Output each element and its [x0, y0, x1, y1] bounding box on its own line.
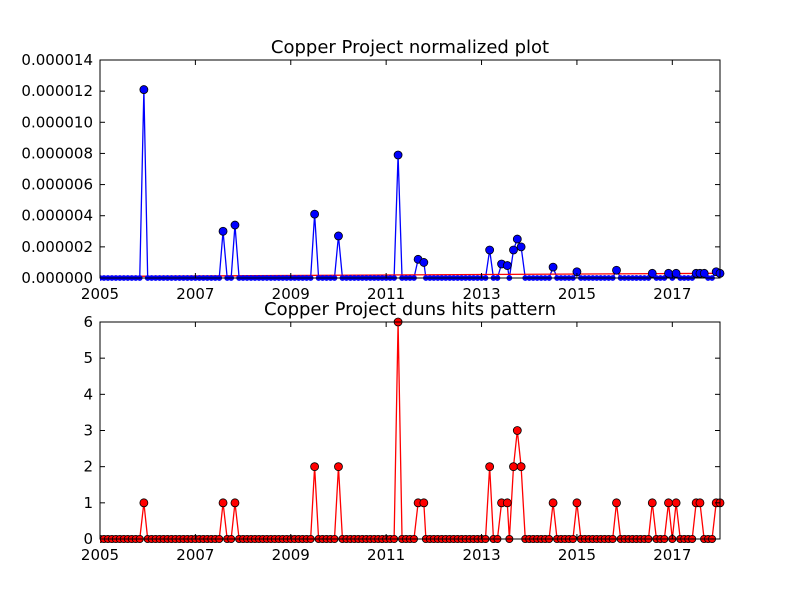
x-tick-label: 2007 — [176, 546, 214, 564]
y-tick-label: 4 — [83, 385, 93, 403]
data-point — [647, 268, 657, 278]
axes-frame — [99, 59, 721, 279]
data-point — [612, 498, 621, 508]
chart-title-normalized: Copper Project normalized plot — [271, 37, 549, 58]
duns-hits-plot-panel: 2005 2007 2009 2011 2013 2015 2017 0 1 2 3 4 5 6 — [81, 313, 725, 564]
x-tick-label: 2005 — [81, 546, 119, 564]
data-point — [512, 426, 522, 435]
y-tick-label: 3 — [83, 422, 93, 440]
data-point — [572, 498, 582, 508]
data-point — [393, 150, 403, 160]
data-point — [516, 462, 526, 472]
data-point — [509, 462, 518, 472]
data-point — [548, 498, 558, 508]
data-point — [548, 262, 558, 272]
y-tick-label: 5 — [83, 349, 93, 367]
data-point — [139, 85, 149, 94]
data-point — [699, 268, 709, 278]
data-point — [334, 231, 343, 241]
x-tick-label: 2005 — [81, 285, 119, 303]
data-point — [230, 220, 240, 230]
x-tick-label: 2009 — [272, 546, 310, 564]
data-point — [218, 498, 228, 508]
data-point — [485, 462, 495, 472]
x-tick-label: 2015 — [558, 546, 596, 564]
data-point — [502, 498, 512, 508]
x-tick-label: 2009 — [272, 285, 310, 303]
y-tick-label: 0.000010 — [21, 113, 93, 131]
data-point — [310, 209, 320, 219]
data-point — [695, 498, 705, 508]
x-tick-label: 2013 — [462, 285, 500, 303]
data-point — [218, 226, 228, 236]
y-tick-label: 0.000008 — [21, 144, 93, 162]
data-point — [334, 462, 343, 472]
data-point — [516, 242, 526, 252]
data-point — [671, 498, 681, 508]
y-tick-label: 2 — [83, 458, 93, 476]
data-point — [485, 245, 495, 255]
y-tick-label: 0.000002 — [21, 238, 93, 256]
data-point — [502, 261, 512, 270]
x-tick-label: 2013 — [462, 546, 500, 564]
data-point — [419, 258, 429, 267]
y-tick-label: 0.000000 — [21, 269, 93, 287]
data-point — [139, 498, 149, 508]
x-tick-label: 2017 — [653, 546, 691, 564]
x-tick-label: 2007 — [176, 285, 214, 303]
y-tick-label: 0 — [83, 530, 93, 548]
data-point — [310, 462, 320, 472]
y-tick-label: 0.000004 — [21, 207, 93, 225]
y-tick-label: 1 — [83, 494, 93, 512]
data-point — [509, 245, 518, 255]
data-point — [230, 498, 240, 508]
x-tick-label: 2011 — [367, 546, 405, 564]
y-tick-label: 6 — [83, 313, 93, 331]
data-point — [647, 498, 657, 508]
x-tick-label: 2017 — [653, 285, 691, 303]
y-tick-label: 0.000014 — [21, 51, 93, 69]
data-point — [512, 234, 522, 244]
normalized-plot-panel: 2005 2007 2009 2011 2013 2015 2017 0.000000 0.00… — [21, 51, 725, 303]
data-point — [419, 498, 429, 508]
x-tick-label: 2011 — [367, 285, 405, 303]
y-tick-label: 0.000006 — [21, 176, 93, 194]
chart-title-duns-hits: Copper Project duns hits pattern — [264, 299, 556, 320]
data-point — [612, 265, 621, 275]
data-point — [664, 498, 673, 508]
y-tick-label: 0.000012 — [21, 82, 93, 100]
x-tick-label: 2015 — [558, 285, 596, 303]
